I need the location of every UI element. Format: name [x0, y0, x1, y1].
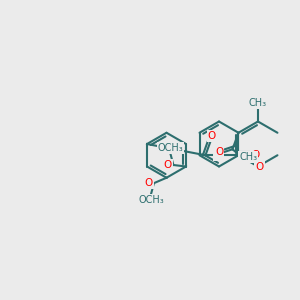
- Text: CH₃: CH₃: [239, 152, 257, 162]
- Text: CH₃: CH₃: [249, 98, 267, 109]
- Text: O: O: [208, 131, 216, 141]
- Text: O: O: [164, 160, 172, 170]
- Text: O: O: [255, 161, 264, 172]
- Text: O: O: [251, 150, 260, 160]
- Text: O: O: [215, 147, 224, 157]
- Text: OCH₃: OCH₃: [158, 143, 183, 153]
- Text: OCH₃: OCH₃: [138, 195, 164, 205]
- Text: O: O: [144, 178, 153, 188]
- Text: O: O: [214, 150, 223, 160]
